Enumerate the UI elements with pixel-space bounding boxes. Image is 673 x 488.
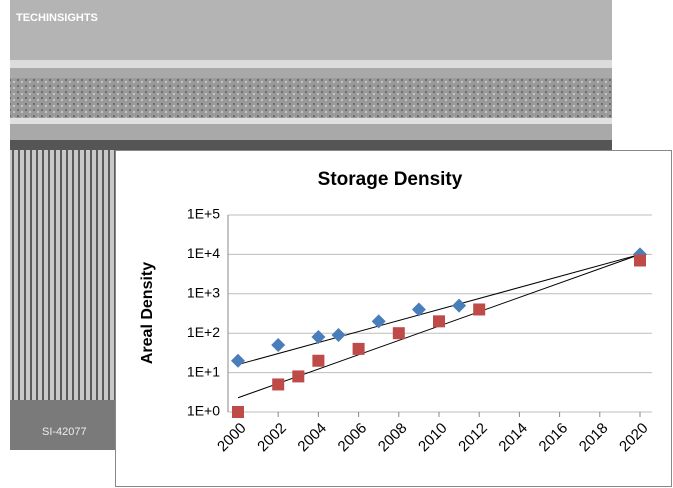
- y-axis-label: Areal Density: [139, 262, 156, 364]
- point: [393, 327, 405, 339]
- y-tick-label: 1E+5: [187, 206, 220, 222]
- y-tick-label: 1E+4: [187, 245, 220, 261]
- point: [433, 315, 445, 327]
- point: [353, 343, 365, 355]
- page: TECHINSIGHTS SI-42077 Storage Density Ar…: [0, 0, 673, 488]
- point: [292, 370, 304, 382]
- y-tick-label: 1E+1: [187, 363, 220, 379]
- sample-id: SI-42077: [42, 426, 87, 438]
- logo: TECHINSIGHTS: [16, 12, 98, 24]
- point: [312, 355, 324, 367]
- point: [272, 378, 284, 390]
- y-tick-label: 1E+3: [187, 285, 220, 301]
- chart-title: Storage Density: [318, 169, 463, 190]
- point: [232, 406, 244, 418]
- point: [634, 255, 646, 267]
- y-tick-label: 1E+2: [187, 324, 220, 340]
- y-tick-label: 1E+0: [187, 403, 220, 419]
- point: [473, 303, 485, 315]
